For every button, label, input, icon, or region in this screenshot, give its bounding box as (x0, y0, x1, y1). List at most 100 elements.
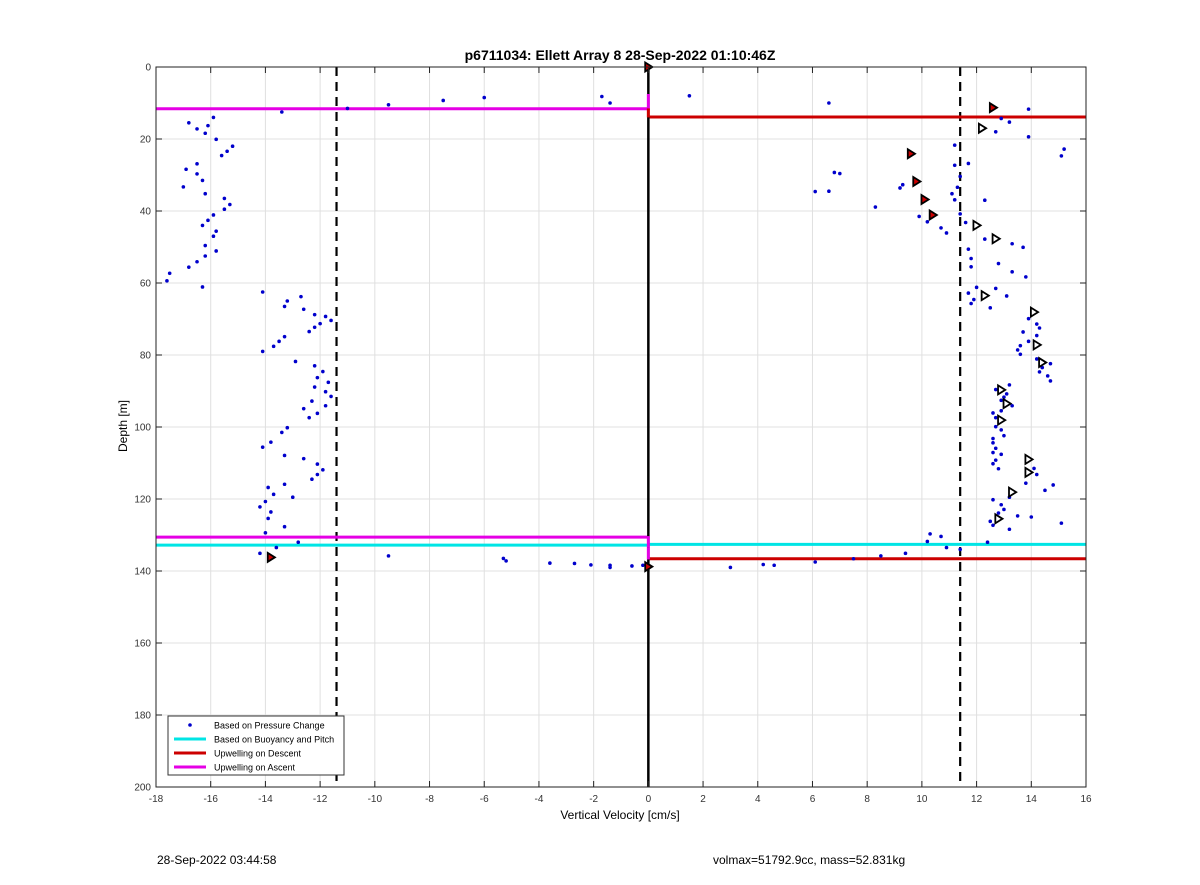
x-tick-label: -2 (589, 794, 598, 805)
pressure-point (274, 545, 279, 550)
x-tick-label: 14 (1026, 794, 1038, 805)
pressure-point (307, 415, 311, 420)
pressure-point (1018, 343, 1023, 348)
pressure-point (501, 556, 506, 561)
pressure-point (203, 243, 208, 248)
pressure-point (966, 161, 971, 166)
pressure-point (917, 214, 921, 219)
pressure-point (260, 445, 265, 449)
triangle-markers (266, 60, 1048, 573)
pressure-point (589, 563, 593, 567)
pressure-point (993, 387, 998, 392)
pressure-point (999, 398, 1004, 403)
pressure-point (329, 394, 333, 399)
pressure-point (312, 312, 317, 317)
y-tick-label: 180 (134, 711, 151, 722)
pressure-point (1048, 379, 1053, 383)
pressure-point (996, 466, 1001, 471)
footer-timestamp: 28-Sep-2022 03:44:58 (157, 853, 277, 867)
x-tick-label: 2 (700, 794, 706, 805)
pressure-point (214, 137, 218, 142)
pressure-point (214, 229, 218, 233)
pressure-point (282, 334, 287, 339)
pressure-point (1059, 521, 1064, 525)
pressure-point (312, 325, 317, 330)
pressure-point (206, 123, 210, 128)
x-tick-label: -16 (203, 794, 218, 805)
pressure-point (195, 127, 199, 131)
pressure-point (982, 198, 987, 202)
pressure-point (1034, 357, 1039, 361)
x-tick-label: -14 (258, 794, 273, 805)
pressure-point (572, 561, 577, 566)
x-tick-label: 8 (864, 794, 870, 805)
pressure-point (851, 556, 856, 561)
pressure-point (214, 249, 218, 253)
pressure-point (982, 237, 987, 241)
y-tick-label: 200 (134, 783, 151, 794)
pressure-point (301, 307, 306, 312)
pressure-point (944, 545, 949, 550)
pressure-point (1024, 481, 1028, 485)
pressure-point (687, 94, 692, 98)
pressure-point (1002, 433, 1006, 438)
pressure-point (299, 294, 303, 299)
pressure-point (1015, 348, 1020, 352)
ascent-marker (972, 219, 983, 232)
ascent-marker (1038, 356, 1048, 369)
pressure-point (1045, 374, 1050, 378)
pressure-point (195, 259, 199, 264)
pressure-point (323, 403, 328, 408)
pressure-point (203, 191, 208, 196)
pressure-point (827, 101, 831, 105)
pressure-point (1062, 147, 1066, 151)
x-tick-label: 16 (1080, 794, 1092, 805)
chart-title: p6711034: Ellett Array 8 28-Sep-2022 01:… (465, 47, 776, 63)
pressure-point (1007, 383, 1012, 387)
pressure-point (307, 329, 311, 334)
pressure-point (999, 116, 1004, 121)
pressure-point (608, 101, 612, 105)
x-tick-label: 4 (755, 794, 761, 805)
pressure-point (1015, 514, 1020, 518)
pressure-point (1021, 245, 1025, 250)
pressure-point (310, 399, 314, 403)
pressure-point (974, 285, 979, 290)
pressure-point (939, 226, 943, 230)
pressure-point (999, 428, 1004, 432)
pressure-point (993, 130, 998, 134)
pressure-point (195, 162, 199, 166)
y-tick-label: 140 (134, 567, 151, 578)
pressure-point (321, 468, 325, 472)
y-tick-label: 120 (134, 495, 151, 506)
upwelling-lines (156, 67, 1086, 787)
descent-marker (920, 193, 931, 206)
legend-label: Based on Buoyancy and Pitch (214, 735, 334, 745)
pressure-point (312, 364, 317, 368)
pressure-point (1004, 294, 1009, 298)
pressure-point (285, 299, 290, 303)
x-tick-label: -4 (534, 794, 543, 805)
pressure-point (345, 106, 350, 111)
legend: Based on Pressure Change Based on Buoyanc… (167, 715, 345, 776)
pressure-point (600, 94, 604, 99)
pressure-point (323, 389, 328, 394)
pressure-point (280, 430, 284, 435)
pressure-point (321, 369, 325, 374)
pressure-point (728, 565, 733, 570)
pressure-point (1026, 107, 1031, 111)
pressure-point (195, 172, 199, 176)
pressure-point (228, 202, 232, 207)
y-tick-label: 80 (140, 351, 152, 362)
pressure-point (999, 452, 1004, 457)
pressure-point (991, 461, 995, 466)
pressure-point (1007, 120, 1012, 124)
pressure-point (900, 182, 905, 187)
pressure-point (991, 450, 995, 455)
pressure-point (293, 359, 298, 364)
x-tick-label: -10 (368, 794, 383, 805)
pressure-point (277, 339, 281, 344)
pressure-point (203, 131, 208, 136)
pressure-point (285, 425, 290, 430)
pressure-point (296, 540, 301, 544)
